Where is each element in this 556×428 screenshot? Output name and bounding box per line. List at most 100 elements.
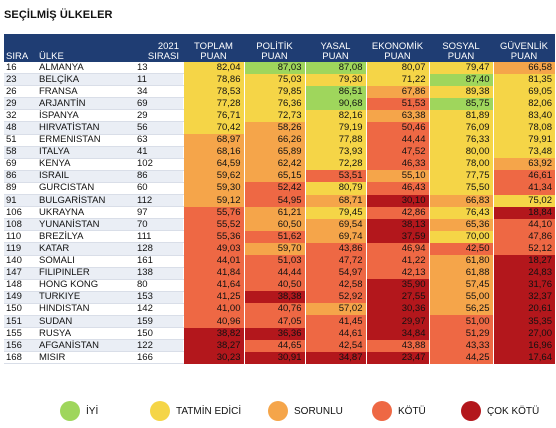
country-cell: HIRVATİSTAN (37, 121, 133, 135)
legal-score-cell: 80,79 (304, 182, 366, 195)
header-country: ÜLKE (37, 34, 133, 62)
table-body: 16 ALMANYA 13 82,04 87,03 87,08 80,07 79,47 66,5… (4, 62, 555, 365)
legal-score-cell: 68,71 (304, 194, 366, 207)
security-score-cell: 83,40 (492, 109, 555, 122)
prev-rank-cell: 142 (133, 303, 183, 316)
rank-cell: 119 (4, 242, 37, 256)
legal-score-cell: 34,87 (304, 351, 366, 364)
security-score-cell: 75,02 (492, 194, 555, 207)
country-cell: BULGARİSTAN (37, 194, 133, 208)
rank-cell: 58 (4, 146, 37, 159)
table-row: 32 İSPANYA 29 76,71 72,73 82,16 63,38 81,89 83,4… (4, 109, 555, 123)
table-header: SIRA ÜLKE 2021 SIRASI TOPLAM PUAN POLİTİK P… (4, 34, 555, 62)
rank-cell: 110 (4, 230, 37, 244)
legal-score-cell: 72,28 (304, 158, 366, 171)
header-rank: SIRA (4, 34, 37, 62)
economic-score-cell: 29,97 (365, 315, 429, 328)
table-row: 26 FRANSA 34 78,53 79,85 86,51 67,86 89,38 69,05 (4, 85, 555, 99)
total-score-cell: 41,84 (182, 267, 244, 280)
social-score-cell: 75,50 (428, 182, 493, 195)
country-cell: BREZİLYA (37, 230, 133, 244)
rank-cell: 23 (4, 73, 37, 87)
legend-item-sorunlu: SORUNLU (268, 400, 343, 422)
prev-rank-cell: 159 (133, 315, 183, 329)
legend-item-cok_kotu: ÇOK KÖTÜ (461, 400, 539, 422)
legal-score-cell: 47,72 (304, 255, 366, 268)
political-score-cell: 59,70 (243, 242, 305, 255)
social-score-cell: 61,80 (428, 255, 493, 268)
economic-score-cell: 30,10 (365, 194, 429, 207)
rank-cell: 147 (4, 267, 37, 280)
legend-label: İYİ (86, 405, 99, 417)
country-cell: İSRAİL (37, 170, 133, 183)
security-score-cell: 69,05 (492, 85, 555, 98)
prev-rank-cell: 60 (133, 182, 183, 196)
legal-score-cell: 86,51 (304, 85, 366, 98)
header-security-score: GÜVENLİK PUAN (493, 34, 555, 62)
legend-item-iyi: İYİ (60, 400, 98, 422)
legend-item-tatmin: TATMİN EDİCİ (150, 400, 241, 422)
political-score-cell: 52,42 (243, 182, 305, 195)
political-score-cell: 40,76 (243, 303, 305, 316)
page-title: SEÇİLMİŞ ÜLKELER (4, 9, 113, 21)
prev-rank-cell: 29 (133, 109, 183, 123)
country-cell: KENYA (37, 158, 133, 171)
legend: İYİ TATMİN EDİCİ SORUNLU KÖTÜ ÇOK KÖTÜ (0, 397, 556, 425)
economic-score-cell: 23,47 (365, 351, 429, 364)
social-score-cell: 89,38 (428, 85, 493, 98)
country-cell: BELÇİKA (37, 73, 133, 87)
economic-score-cell: 50,46 (365, 121, 429, 135)
political-score-cell: 76,36 (243, 97, 305, 110)
total-score-cell: 49,03 (182, 242, 244, 255)
economic-score-cell: 67,86 (365, 85, 429, 98)
security-score-cell: 63,92 (492, 158, 555, 171)
security-score-cell: 18,84 (492, 206, 555, 219)
total-score-cell: 76,71 (182, 109, 244, 122)
legal-score-cell: 87,08 (304, 62, 366, 74)
social-score-cell: 56,25 (428, 303, 493, 316)
economic-score-cell: 71,22 (365, 73, 429, 86)
country-cell: SUDAN (37, 315, 133, 329)
table-row: 151 SUDAN 159 40,96 47,05 41,45 29,97 51,00 35,3… (4, 315, 555, 329)
political-score-cell: 40,50 (243, 279, 305, 292)
political-score-cell: 87,03 (243, 62, 305, 74)
total-score-cell: 55,52 (182, 218, 244, 231)
legal-score-cell: 44,61 (304, 327, 366, 340)
rank-cell: 108 (4, 218, 37, 232)
total-score-cell: 38,82 (182, 327, 244, 340)
political-score-cell: 44,44 (243, 267, 305, 280)
table-row: 16 ALMANYA 13 82,04 87,03 87,08 80,07 79,47 66,5… (4, 62, 555, 75)
security-score-cell: 41,34 (492, 182, 555, 195)
header-economic-score: EKONOMİK PUAN (366, 34, 429, 62)
legal-score-cell: 54,97 (304, 267, 366, 280)
total-score-cell: 77,28 (182, 97, 244, 110)
rank-cell: 26 (4, 85, 37, 99)
economic-score-cell: 46,33 (365, 158, 429, 171)
political-score-cell: 61,21 (243, 206, 305, 219)
economic-score-cell: 80,07 (365, 62, 429, 74)
table-row: 23 BELÇİKA 11 78,86 75,03 79,30 71,22 87,40 81,3… (4, 73, 555, 87)
legal-score-cell: 69,54 (304, 218, 366, 231)
table-row: 168 MISIR 166 30,23 30,91 34,87 23,47 44,25 17,6… (4, 351, 555, 365)
economic-score-cell: 34,84 (365, 327, 429, 340)
country-cell: YUNANİSTAN (37, 218, 133, 232)
rank-cell: 150 (4, 303, 37, 316)
economic-score-cell: 63,38 (365, 109, 429, 122)
security-score-cell: 17,64 (492, 351, 555, 364)
rank-cell: 29 (4, 97, 37, 111)
prev-rank-cell: 70 (133, 218, 183, 232)
social-score-cell: 44,25 (428, 351, 493, 364)
legal-score-cell: 57,02 (304, 303, 366, 316)
table-row: 119 KATAR 128 49,03 59,70 43,86 46,94 42,50 52,1… (4, 242, 555, 256)
legend-item-kotu: KÖTÜ (372, 400, 426, 422)
prev-rank-cell: 122 (133, 339, 183, 353)
social-score-cell: 80,00 (428, 146, 493, 159)
total-score-cell: 44,01 (182, 255, 244, 268)
security-score-cell: 32,37 (492, 291, 555, 304)
country-cell: ARJANTİN (37, 97, 133, 111)
prev-rank-cell: 150 (133, 327, 183, 341)
political-score-cell: 72,73 (243, 109, 305, 122)
security-score-cell: 27,00 (492, 327, 555, 340)
legend-swatch-tatmin (150, 401, 170, 421)
total-score-cell: 41,25 (182, 291, 244, 304)
